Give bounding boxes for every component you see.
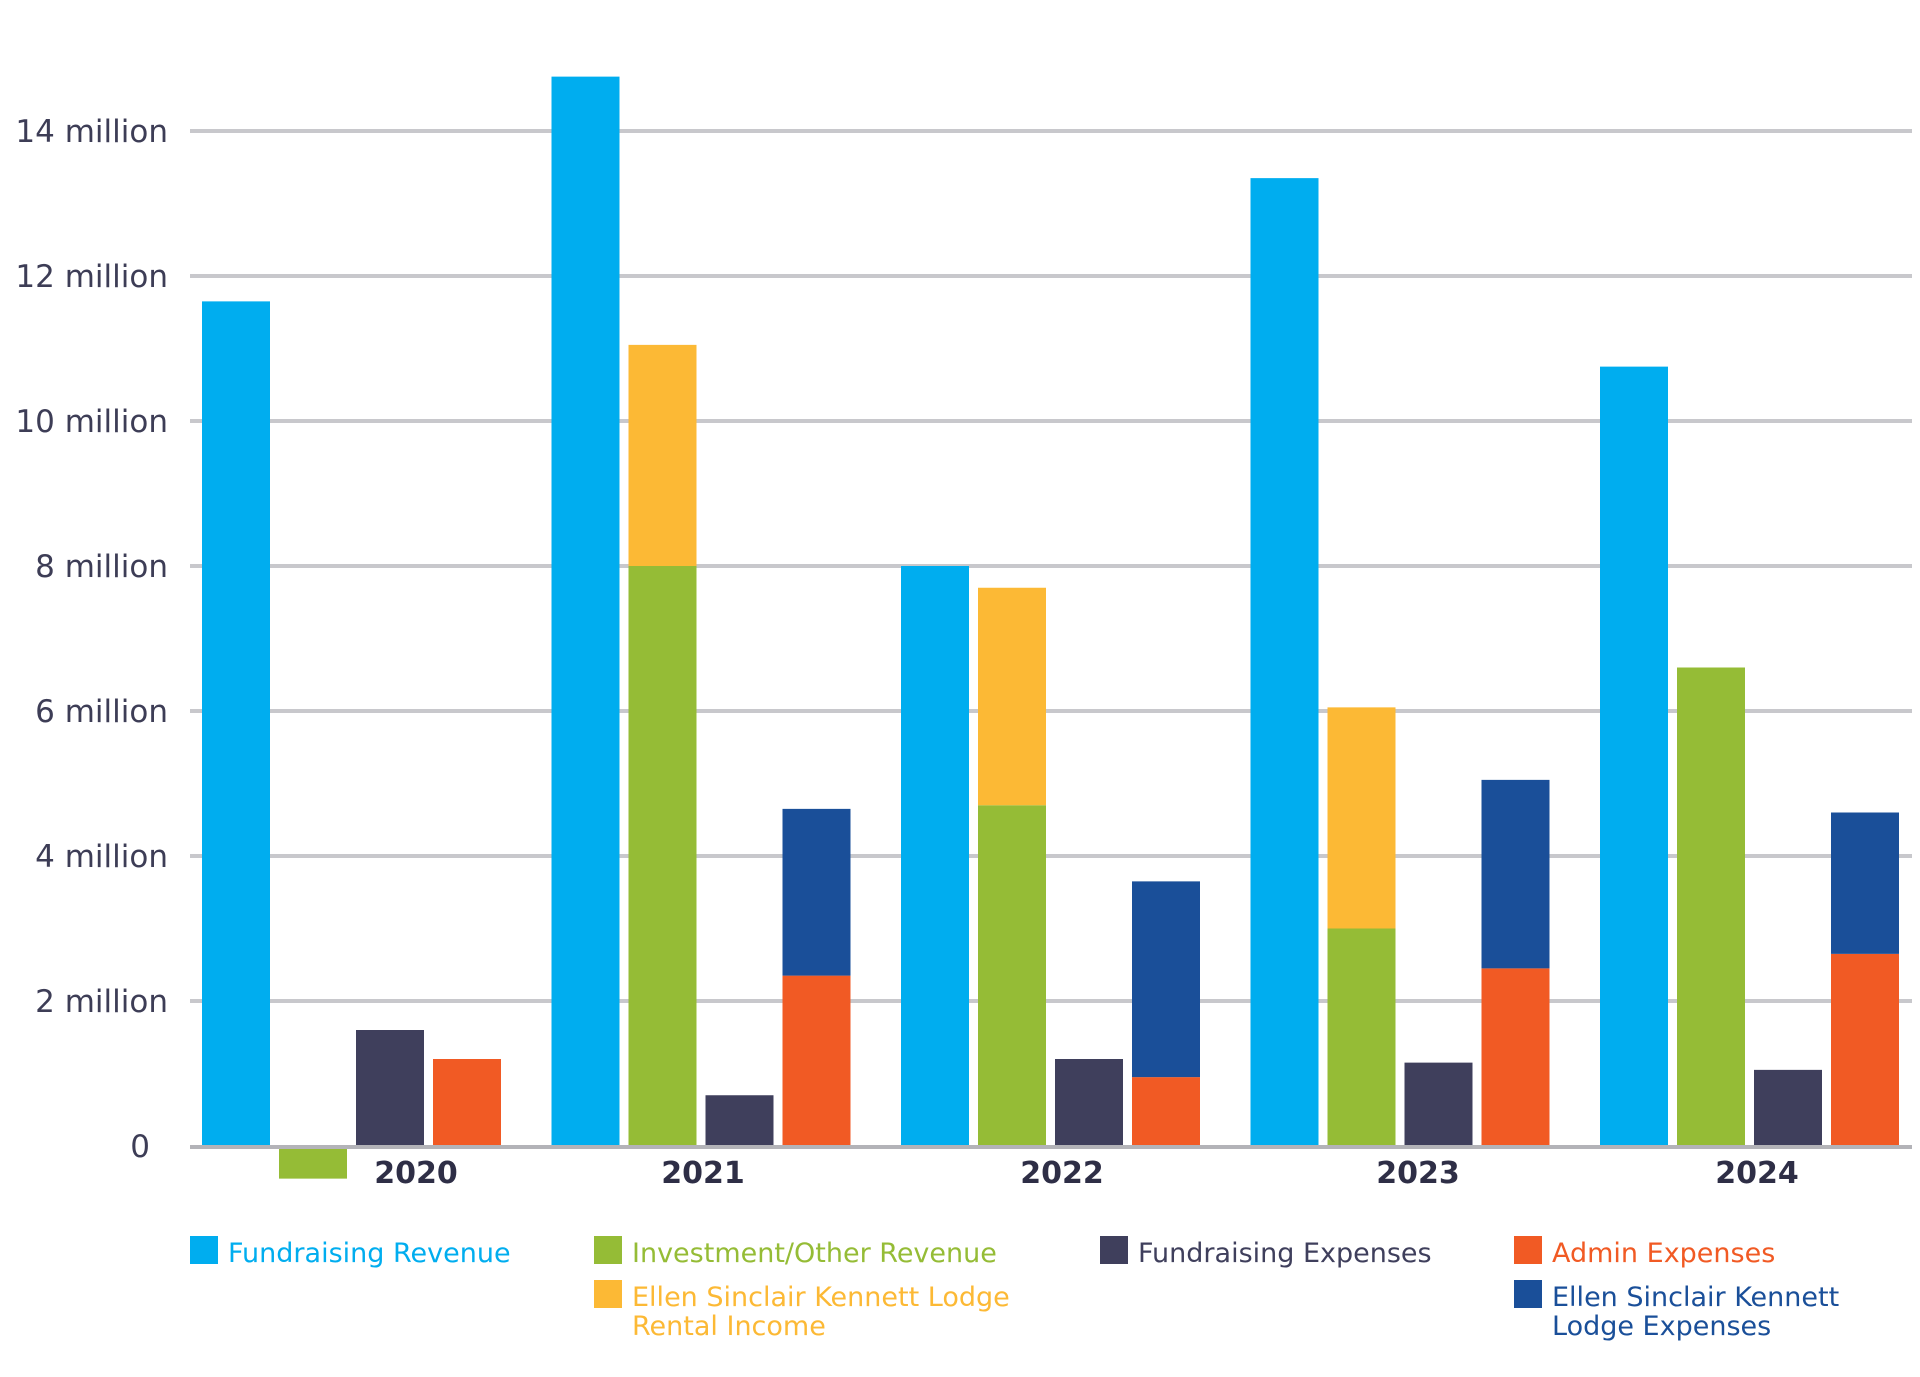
- legend-swatch: [594, 1236, 622, 1264]
- bar-ellen-sinclair-kennett-lodge-expenses-2023: [1481, 779, 1550, 969]
- y-tick-label: 12 million: [15, 259, 168, 295]
- bar-investment-other-revenue-2021: [628, 566, 697, 1146]
- legend-swatch: [1514, 1236, 1542, 1264]
- x-category-label: 2024: [1715, 1156, 1799, 1191]
- bar-admin-expenses-2022: [1132, 1077, 1200, 1146]
- x-category-label: 2022: [1020, 1156, 1104, 1191]
- bar-admin-expenses-2024: [1831, 953, 1899, 1146]
- legend-label: Investment/Other Revenue: [632, 1238, 997, 1269]
- legend-label: Fundraising Expenses: [1138, 1238, 1432, 1269]
- bar-ellen-sinclair-kennett-lodge-rental-income-2021: [628, 344, 697, 566]
- legend-label: Ellen Sinclair Kennett Lodge Expenses: [1552, 1282, 1839, 1342]
- bar-investment-other-revenue-2022: [978, 805, 1046, 1146]
- y-tick-label: 14 million: [15, 114, 168, 150]
- bar-fundraising-revenue-2023: [1250, 178, 1319, 1146]
- bar-ellen-sinclair-kennett-lodge-expenses-2021: [782, 808, 851, 976]
- legend: Fundraising Revenue Investment/Other Reve…: [190, 1236, 1839, 1342]
- x-category-label: 2023: [1376, 1156, 1460, 1191]
- y-tick-label: 0: [130, 1129, 150, 1165]
- bar-fundraising-revenue-2024: [1600, 366, 1668, 1146]
- bar-fundraising-expenses-2023: [1404, 1062, 1473, 1146]
- bar-investment-other-revenue-2020: [279, 1146, 347, 1179]
- bar-fundraising-revenue-2020: [202, 301, 270, 1146]
- bar-fundraising-expenses-2022: [1055, 1059, 1123, 1146]
- bar-fundraising-revenue-2021: [551, 76, 620, 1146]
- y-tick-label: 6 million: [35, 694, 168, 730]
- y-tick-label: 8 million: [35, 549, 168, 585]
- legend-label: Admin Expenses: [1552, 1238, 1775, 1269]
- bar-ellen-sinclair-kennett-lodge-expenses-2024: [1831, 812, 1899, 954]
- bars: [202, 76, 1899, 1179]
- legend-label: Ellen Sinclair Kennett Lodge Rental Incom…: [632, 1282, 1010, 1342]
- x-category-label: 2021: [661, 1156, 745, 1191]
- x-axis-categories: 2020 2021 2022 2023 2024: [374, 1156, 1799, 1191]
- bar-admin-expenses-2020: [433, 1059, 501, 1146]
- bar-fundraising-revenue-2022: [901, 566, 969, 1146]
- y-tick-label: 10 million: [15, 404, 168, 440]
- y-tick-label: 4 million: [35, 839, 168, 875]
- bar-ellen-sinclair-kennett-lodge-rental-income-2023: [1327, 707, 1396, 929]
- bar-admin-expenses-2023: [1481, 968, 1550, 1146]
- bar-fundraising-expenses-2024: [1754, 1069, 1822, 1146]
- bar-investment-other-revenue-2023: [1327, 928, 1396, 1146]
- bar-fundraising-expenses-2020: [356, 1030, 424, 1146]
- y-tick-label: 2 million: [35, 984, 168, 1020]
- legend-swatch: [1100, 1236, 1128, 1264]
- bar-admin-expenses-2021: [782, 975, 851, 1146]
- legend-swatch: [190, 1236, 218, 1264]
- legend-swatch: [1514, 1280, 1542, 1308]
- bar-ellen-sinclair-kennett-lodge-rental-income-2022: [978, 587, 1046, 806]
- bar-investment-other-revenue-2024: [1677, 667, 1745, 1146]
- x-category-label: 2020: [374, 1156, 458, 1191]
- bar-ellen-sinclair-kennett-lodge-expenses-2022: [1132, 881, 1200, 1078]
- legend-label: Fundraising Revenue: [228, 1238, 511, 1269]
- y-axis-ticks: 0 2 million 4 million 6 million 8 million 10 …: [15, 114, 168, 1165]
- bar-fundraising-expenses-2021: [705, 1095, 774, 1146]
- legend-swatch: [594, 1280, 622, 1308]
- gridlines: [190, 129, 1912, 1003]
